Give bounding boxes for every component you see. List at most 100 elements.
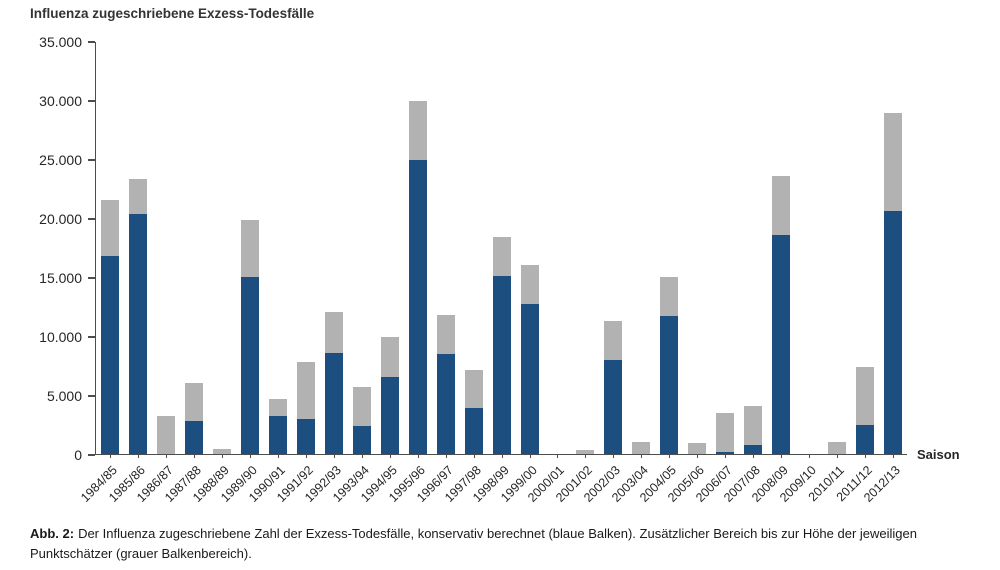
bar-segment-gray — [380, 337, 399, 378]
stacked-bar — [772, 175, 791, 454]
bar-group: 1988/89 — [190, 42, 236, 505]
y-axis-tick — [88, 100, 95, 102]
bar-segment-blue — [856, 424, 875, 454]
stacked-bar — [212, 449, 231, 454]
bar-segment-gray — [576, 450, 595, 454]
stacked-bar — [688, 443, 707, 454]
bar-group: 1997/98 — [442, 42, 488, 505]
bar-segment-blue — [240, 277, 259, 454]
stacked-bar — [520, 265, 539, 454]
x-axis-tick — [529, 454, 531, 458]
stacked-bar — [492, 236, 511, 454]
bar-group: 1989/90 — [218, 42, 264, 505]
x-axis-tick — [781, 454, 783, 458]
bar-group: 2002/03 — [581, 42, 627, 505]
x-axis-tick — [137, 454, 139, 458]
bar-segment-blue — [492, 275, 511, 454]
stacked-bar — [156, 416, 175, 454]
bar-group: 2012/13 — [861, 42, 907, 505]
bar-segment-gray — [464, 370, 483, 408]
bar-segment-gray — [268, 398, 287, 417]
bar-segment-blue — [464, 407, 483, 454]
plot-wrap: 1984/85 1985/86 1986/87 1987/88 1988/89 1989/… — [39, 34, 907, 505]
y-axis-tick — [88, 41, 95, 43]
y-axis-tick — [88, 218, 95, 220]
bar-segment-gray — [324, 312, 343, 353]
stacked-bar — [856, 366, 875, 454]
bar-group: 1996/97 — [414, 42, 460, 505]
y-axis-tick — [88, 159, 95, 161]
x-axis-tick — [361, 454, 363, 458]
bar-group: 1994/95 — [358, 42, 404, 505]
bar-group: 2010/11 — [806, 42, 851, 504]
x-axis-title: Saison — [917, 447, 960, 462]
stacked-bar — [128, 179, 147, 454]
x-axis-tick — [165, 454, 167, 458]
x-axis-tick — [809, 454, 811, 458]
x-axis-tick — [893, 454, 895, 458]
x-axis-tick — [585, 454, 587, 458]
y-axis-label: 0 — [74, 447, 82, 463]
stacked-bar — [408, 101, 427, 454]
x-axis-tick — [697, 454, 699, 458]
bar-segment-gray — [436, 314, 455, 354]
x-axis-tick — [333, 454, 335, 458]
bar-group: 1985/86 — [106, 42, 152, 505]
bar-segment-gray — [828, 442, 847, 454]
chart-title: Influenza zugeschriebene Exzess-Todesfäl… — [30, 6, 315, 21]
stacked-bar — [576, 450, 595, 454]
bar-group: 1992/93 — [302, 42, 348, 505]
y-axis-label: 15.000 — [39, 270, 82, 286]
stacked-bar — [464, 370, 483, 454]
stacked-bar — [604, 320, 623, 454]
bar-segment-blue — [296, 418, 315, 454]
bar-segment-gray — [856, 366, 875, 425]
stacked-bar — [716, 412, 735, 454]
y-axis-tick — [88, 395, 95, 397]
stacked-bar — [100, 200, 119, 454]
bar-segment-blue — [380, 377, 399, 454]
bar-group: 2004/05 — [637, 42, 683, 505]
x-axis-tick — [725, 454, 727, 458]
bar-segment-gray — [128, 179, 147, 215]
bar-segment-blue — [660, 315, 679, 454]
bar-segment-blue — [128, 214, 147, 454]
bar-segment-gray — [212, 449, 231, 454]
stacked-bar — [352, 386, 371, 454]
y-axis-tick — [88, 336, 95, 338]
bar-segment-blue — [744, 444, 763, 454]
y-axis-label: 10.000 — [39, 329, 82, 345]
stacked-bar — [240, 220, 259, 454]
bar-group: 1984/85 — [78, 42, 124, 505]
x-axis-tick — [837, 454, 839, 458]
bar-group: 2006/07 — [693, 42, 739, 505]
y-axis-tick — [88, 277, 95, 279]
bar-segment-blue — [716, 451, 735, 454]
x-axis-tick — [501, 454, 503, 458]
bar-segment-gray — [604, 320, 623, 360]
plot-area: 1984/85 1985/86 1986/87 1987/88 1988/89 1989/… — [78, 42, 907, 505]
bar-segment-gray — [772, 175, 791, 235]
x-axis-tick — [109, 454, 111, 458]
bar-group: 1998/99 — [470, 42, 516, 505]
bar-group: 1986/87 — [134, 42, 180, 505]
bar-group: 1991/92 — [274, 42, 320, 505]
x-axis-tick — [193, 454, 195, 458]
x-axis-tick — [305, 454, 307, 458]
figure-caption: Abb. 2: Der Influenza zugeschriebene Zahl… — [30, 524, 980, 563]
bar-segment-gray — [884, 112, 903, 211]
bar-segment-blue — [184, 420, 203, 454]
caption-label: Abb. 2: — [30, 526, 75, 541]
bar-group: 1987/88 — [162, 42, 208, 505]
bar-segment-gray — [408, 101, 427, 161]
stacked-bar — [268, 398, 287, 454]
stacked-bar — [436, 314, 455, 454]
x-axis-tick — [613, 454, 615, 458]
bar-segment-gray — [352, 386, 371, 426]
bar-segment-gray — [632, 442, 651, 454]
x-axis-tick — [445, 454, 447, 458]
y-axis-label: 30.000 — [39, 93, 82, 109]
y-axis-label: 20.000 — [39, 211, 82, 227]
bar-segment-gray — [100, 200, 119, 256]
